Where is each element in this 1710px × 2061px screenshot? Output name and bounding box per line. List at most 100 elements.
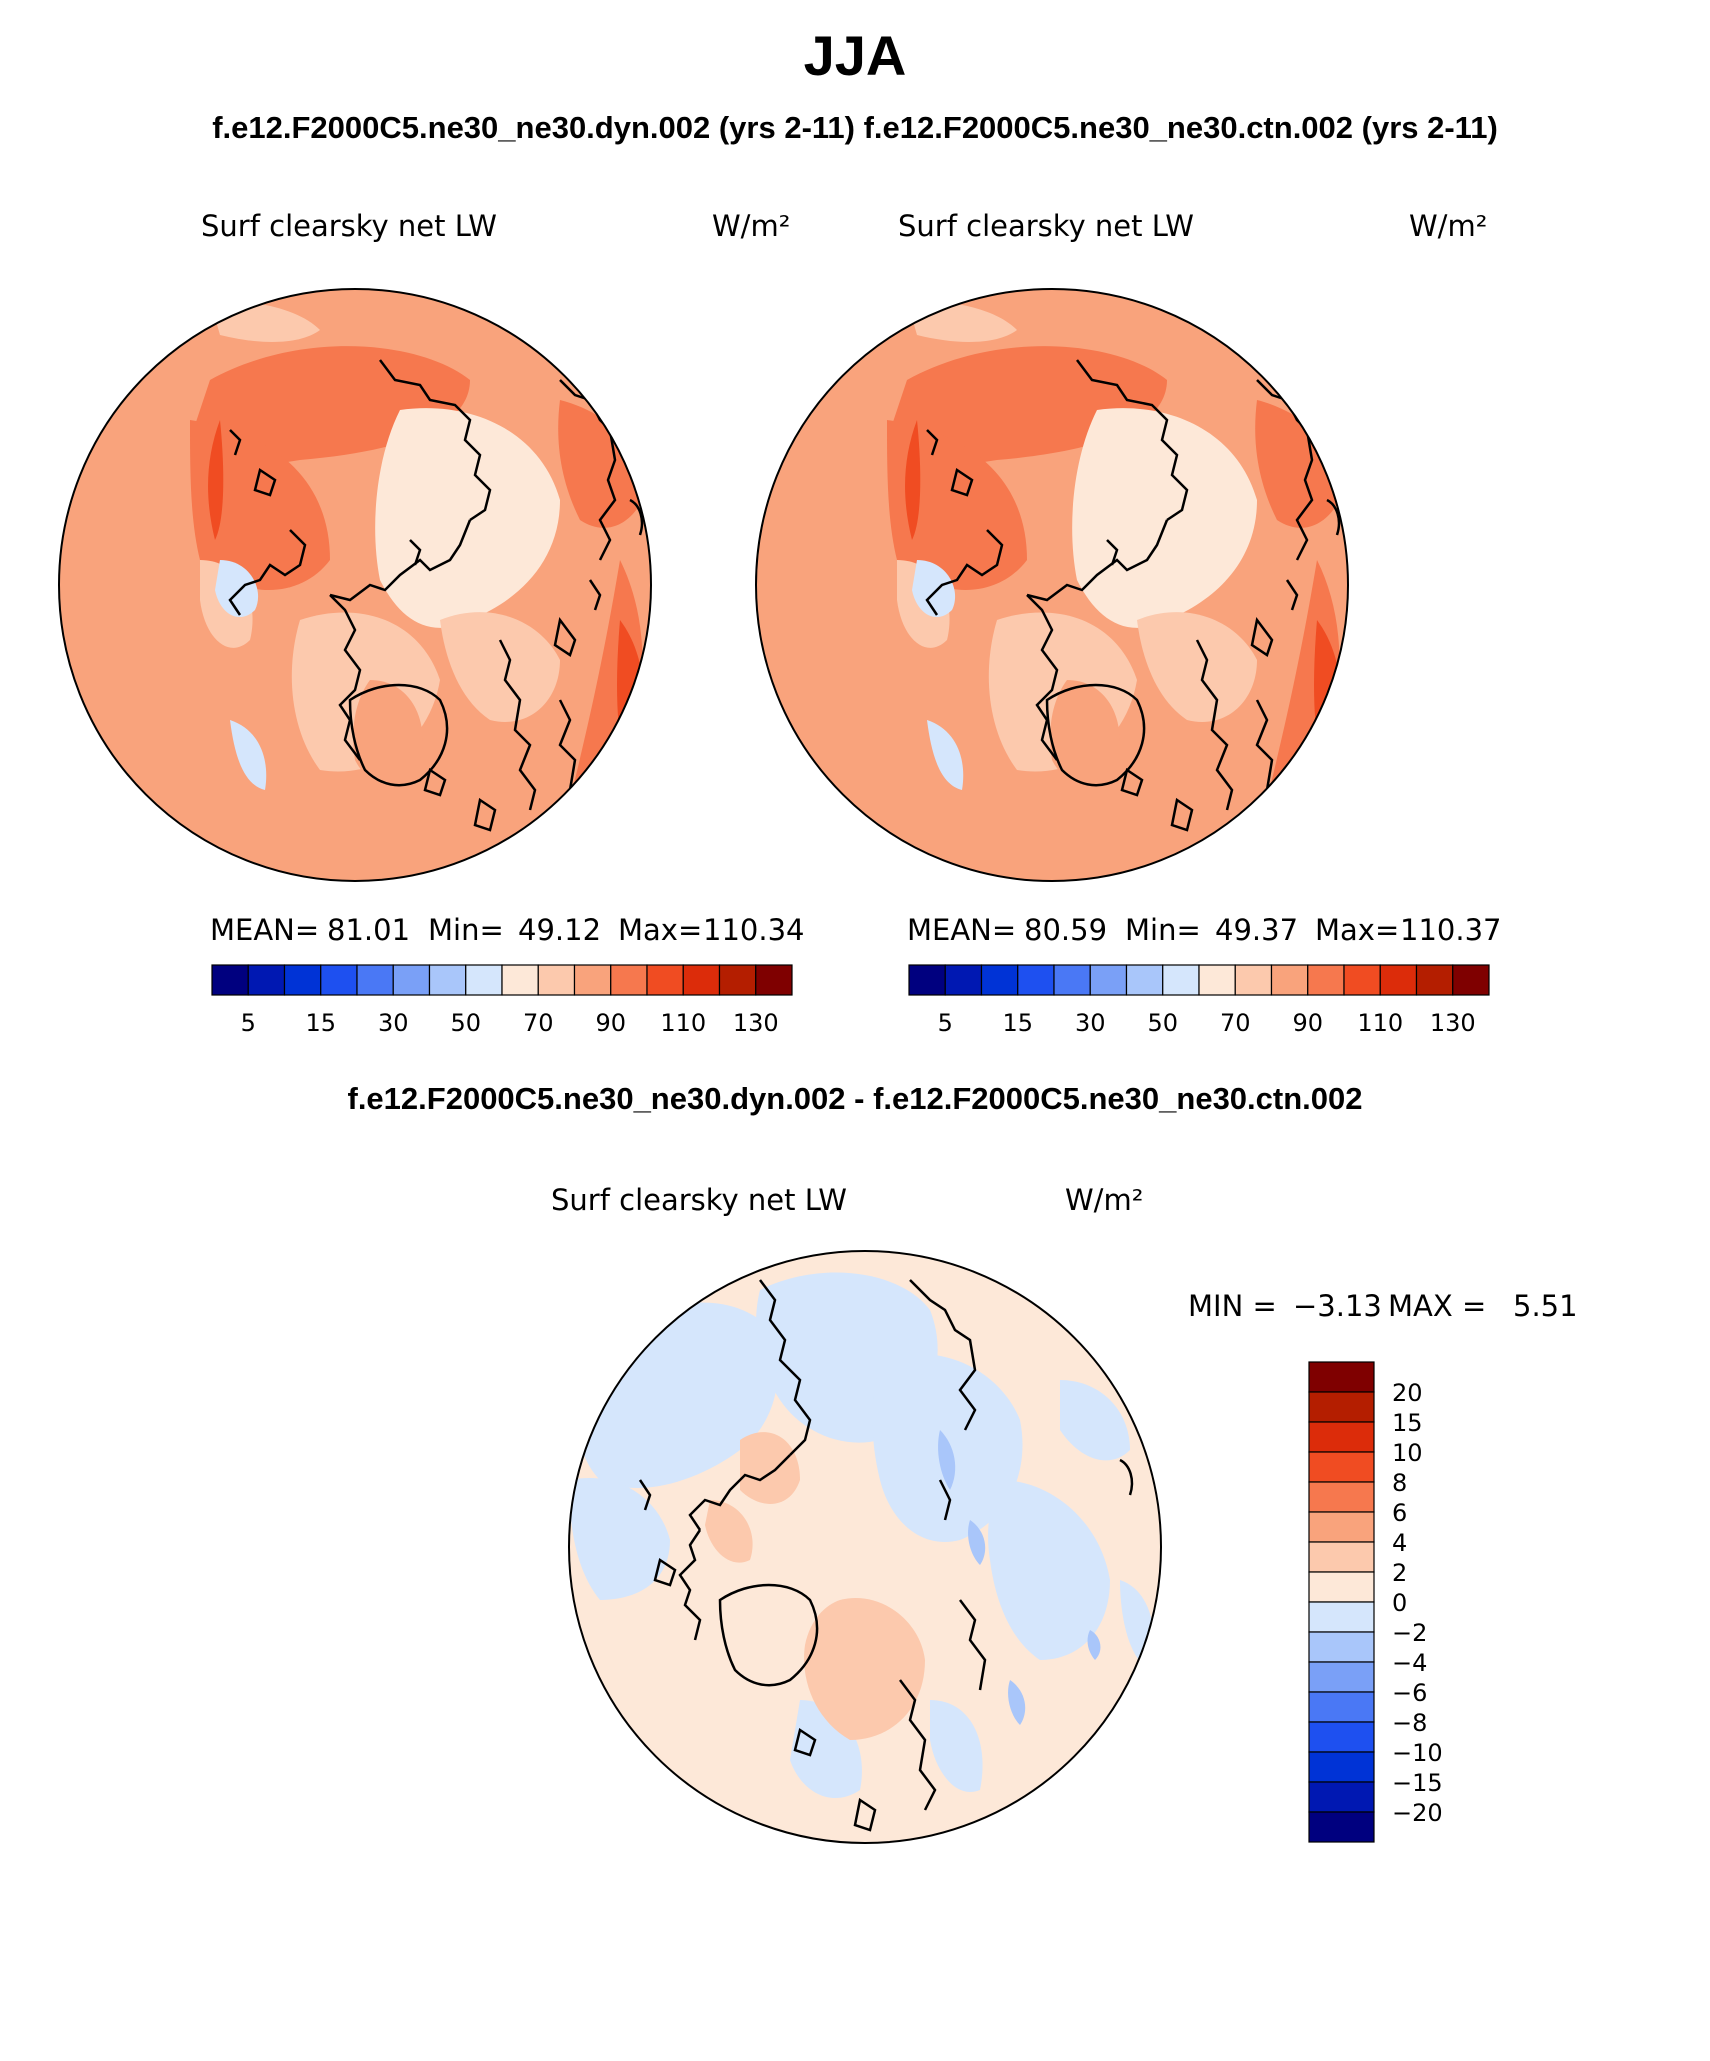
colorbar-swatch <box>1415 964 1454 996</box>
map-dyn-min-label: Min= <box>428 913 504 947</box>
colorbar-tick-label: 2 <box>1392 1559 1407 1587</box>
figure-title: JJA <box>803 24 907 87</box>
map-diff-boundary <box>568 1250 1162 1844</box>
colorbar-tick-label: 5 <box>938 1009 953 1037</box>
colorbar-swatch <box>1017 964 1055 996</box>
colorbar-tick-label: −6 <box>1392 1679 1427 1707</box>
map-dyn-units-label: W/m² <box>712 209 790 243</box>
colorbar-swatch <box>944 964 983 996</box>
colorbar-swatch <box>1198 964 1236 996</box>
colorbar-swatch <box>908 964 946 996</box>
colorbar-tick-label: 110 <box>660 1009 706 1037</box>
colorbar-swatch <box>1308 1721 1375 1753</box>
colorbar-swatch <box>1308 1601 1375 1633</box>
map-dyn-field <box>59 289 651 881</box>
colorbar-tick-label: −10 <box>1392 1739 1443 1767</box>
colorbar-tick-label: 70 <box>523 1009 554 1037</box>
map-ctn-field <box>756 289 1348 881</box>
colorbar-tick-label: 6 <box>1392 1499 1407 1527</box>
map-diff-field <box>569 1251 1161 1843</box>
colorbar-swatch <box>646 964 684 996</box>
colorbar-tick-label: 20 <box>1392 1379 1423 1407</box>
map-ctn-min-value: 49.37 <box>1215 913 1298 947</box>
colorbar-tick-label: 8 <box>1392 1469 1407 1497</box>
colorbar-tick-label: 15 <box>1392 1409 1423 1437</box>
map-diff-variable-label: Surf clearsky net LW <box>551 1183 847 1217</box>
colorbar-swatch <box>573 964 612 996</box>
colorbar-tick-label: 30 <box>1075 1009 1106 1037</box>
colorbar-swatch <box>1308 1661 1375 1693</box>
colorbar-tick-label: 30 <box>378 1009 409 1037</box>
difference-title: f.e12.F2000C5.ne30_ne30.dyn.002 - f.e12.… <box>347 1081 1363 1116</box>
map-dyn-min-value: 49.12 <box>518 913 601 947</box>
map-diff-min-label: MIN = <box>1188 1289 1277 1323</box>
colorbar-swatch <box>211 964 249 996</box>
colorbar-tick-label: −2 <box>1392 1619 1427 1647</box>
colorbar-swatch <box>1089 964 1128 996</box>
colorbar-swatch <box>610 964 648 996</box>
colorbar-tick-label: −4 <box>1392 1649 1427 1677</box>
colorbar-tick-label: 70 <box>1220 1009 1251 1037</box>
colorbar-swatch <box>537 964 576 996</box>
colorbar-tick-label: −15 <box>1392 1769 1443 1797</box>
colorbar-tick-label: 90 <box>595 1009 626 1037</box>
map-diff-max-value: 5.51 <box>1513 1289 1578 1323</box>
colorbar-swatch <box>1308 1421 1375 1453</box>
colorbar-swatch <box>465 964 503 996</box>
colorbar-swatch <box>428 964 467 996</box>
map-dyn: Surf clearsky net LW W/m² <box>58 209 804 1037</box>
colorbar-swatch <box>1308 1451 1375 1483</box>
colorbar-swatch <box>356 964 394 996</box>
map-dyn-max-label: Max= <box>618 913 702 947</box>
map-diff-units-label: W/m² <box>1065 1183 1143 1217</box>
colorbar-swatch <box>1270 964 1309 996</box>
colorbar-tick-label: 50 <box>450 1009 481 1037</box>
colorbar-tick-label: 15 <box>1002 1009 1033 1037</box>
colorbar-swatch <box>755 964 793 996</box>
map-ctn-variable-label: Surf clearsky net LW <box>898 209 1194 243</box>
colorbar-tick-label: 15 <box>305 1009 336 1037</box>
colorbar-tick-label: 130 <box>733 1009 779 1037</box>
colorbar-swatch <box>1379 964 1418 996</box>
map-ctn-max-label: Max= <box>1315 913 1399 947</box>
map-diff-coastlines <box>638 1279 1134 1832</box>
colorbar-swatch <box>1307 964 1345 996</box>
colorbar-tick-label: 4 <box>1392 1529 1407 1557</box>
colorbar-swatch <box>501 964 539 996</box>
colorbar-swatch <box>682 964 721 996</box>
colorbar-swatch <box>1343 964 1381 996</box>
colorbar-swatch <box>1308 1391 1375 1423</box>
map-diff: Surf clearsky net LW W/m² <box>551 1183 1578 1844</box>
colorbar-swatch <box>1053 964 1091 996</box>
colorbar-swatch <box>1452 964 1490 996</box>
colorbar-swatch <box>1308 1691 1375 1723</box>
colorbar-swatch <box>1308 1751 1375 1783</box>
map-ctn-max-value: 110.37 <box>1400 913 1501 947</box>
map-dyn-mean-value: 81.01 <box>327 913 410 947</box>
map-diff-max-label: MAX = <box>1388 1289 1486 1323</box>
map-diff-min-value: −3.13 <box>1293 1289 1382 1323</box>
colorbar-tick-label: 50 <box>1147 1009 1178 1037</box>
colorbar-swatch <box>1308 1511 1375 1543</box>
colorbar-tick-label: 10 <box>1392 1439 1423 1467</box>
map-ctn: Surf clearsky net LW W/m² <box>755 209 1501 1037</box>
colorbar-swatch <box>1308 1571 1375 1603</box>
map-dyn-colorbar: 5 15 30 50 70 90 110 130 <box>211 964 793 1037</box>
colorbar-swatch <box>1308 1481 1375 1513</box>
colorbar-swatch <box>1308 1361 1375 1393</box>
map-dyn-mean-label: MEAN= <box>210 913 319 947</box>
map-ctn-colorbar: 5 15 30 50 70 90 110 130 <box>908 964 1490 1037</box>
figure-subtitle: f.e12.F2000C5.ne30_ne30.dyn.002 (yrs 2-1… <box>212 110 1498 145</box>
colorbar-swatch <box>247 964 286 996</box>
colorbar-tick-label: −20 <box>1392 1799 1443 1827</box>
map-dyn-variable-label: Surf clearsky net LW <box>201 209 497 243</box>
colorbar-tick-label: 5 <box>241 1009 256 1037</box>
colorbar-swatch <box>1308 1781 1375 1813</box>
map-dyn-max-value: 110.34 <box>703 913 804 947</box>
colorbar-swatch <box>1162 964 1200 996</box>
colorbar-swatch <box>283 964 322 996</box>
colorbar-swatch <box>392 964 431 996</box>
colorbar-swatch <box>1125 964 1164 996</box>
